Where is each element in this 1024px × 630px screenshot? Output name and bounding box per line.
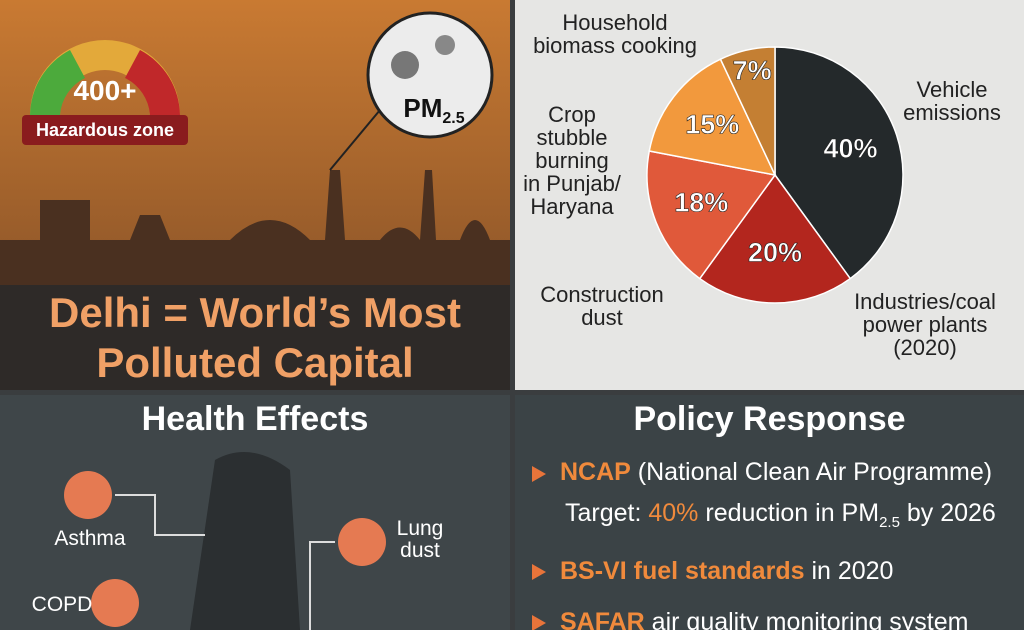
icon <box>91 579 139 627</box>
policy-item: BS-VI fuel standards in 2020 <box>560 558 893 584</box>
icon <box>338 518 386 566</box>
particle <box>435 35 455 55</box>
category-label: Crop stubble burning in Punjab/ Haryana <box>523 102 621 220</box>
pie-slice <box>774 46 904 280</box>
policy-lead: SAFAR <box>560 608 645 630</box>
body-silhouette <box>190 452 300 630</box>
health-label: COPD <box>31 593 93 616</box>
policy-rest: air quality monitoring system <box>644 608 969 630</box>
value-label: 40% <box>823 134 877 164</box>
pie-slice <box>698 173 852 304</box>
health-title: Health Effects <box>141 400 369 438</box>
category-label: Household biomass cooking <box>533 10 697 59</box>
policy-panel <box>515 395 1024 630</box>
target-post: by 2026 <box>899 499 996 527</box>
hero-title: Delhi = World’s Most Polluted Capital <box>49 289 461 387</box>
zone: Hazardous zone <box>35 120 175 140</box>
gauge-red <box>125 50 180 115</box>
pm-sub: 2.5 <box>442 110 465 128</box>
target-mid: reduction in PM <box>698 499 880 527</box>
value-label: 18% <box>674 187 728 217</box>
value-label: 7% <box>733 56 772 86</box>
pie-slice <box>719 46 776 176</box>
connector <box>309 541 335 630</box>
zone-badge <box>22 115 188 145</box>
policy-lead: BS-VI fuel standards <box>560 557 805 585</box>
health-label: Asthma <box>54 527 126 550</box>
pm-label: PM2.5 <box>394 93 474 128</box>
health-label: Lung dust <box>396 517 444 563</box>
skyline <box>0 170 510 285</box>
aqi: 400+ <box>73 75 137 106</box>
pie-slice <box>646 150 777 280</box>
icon <box>64 471 112 519</box>
title-band <box>0 285 510 390</box>
policy-rest: in 2020 <box>804 557 894 585</box>
pie-slice <box>648 58 777 177</box>
policy-item: NCAP (National Clean Air Programme) <box>560 459 992 485</box>
particle <box>391 51 419 79</box>
policy-lead: NCAP <box>560 458 631 486</box>
policy-target: Target: 40% reduction in PM2.5 by 2026 <box>565 500 996 531</box>
category-label: Vehicle emissions <box>903 77 1001 126</box>
target-hl: 40% <box>648 499 699 527</box>
target-pre: Target: <box>565 499 649 527</box>
category-label: Construction dust <box>540 282 664 331</box>
value-label: 15% <box>685 109 739 139</box>
pointer <box>329 109 381 171</box>
pm: PM <box>403 93 443 123</box>
policy-rest: (National Clean Air Programme) <box>630 458 993 486</box>
policy-item: SAFAR air quality monitoring system <box>560 609 968 630</box>
target-sub: 2.5 <box>879 514 900 531</box>
pm-bubble <box>366 11 494 139</box>
connector <box>115 494 205 536</box>
policy-title: Policy Response <box>633 400 906 438</box>
value-label: 20% <box>748 237 802 267</box>
gauge-green <box>30 50 85 115</box>
category-label: Industries/coal power plants (2020) <box>854 289 996 361</box>
bullets <box>532 466 546 630</box>
